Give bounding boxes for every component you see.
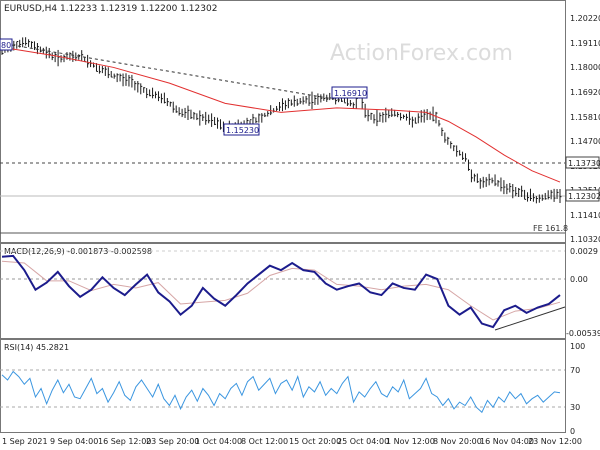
last-price-label-box <box>565 189 600 202</box>
macd-ytick: -0.005396 <box>566 329 600 338</box>
price-ytick: 1.10320 <box>570 235 600 244</box>
annotation-left-box <box>0 38 13 51</box>
x-tick-label: 16 Sep 12:00 <box>98 437 151 446</box>
price-ytick: 1.11410 <box>570 211 600 220</box>
x-tick-label: 23 Nov 12:00 <box>528 437 582 446</box>
annotation-low-box <box>223 123 260 136</box>
macd-title: MACD(12,26,9) -0.001873 -0.002598 <box>4 247 152 256</box>
annotation-high-label: 1.16910 <box>334 89 367 98</box>
x-tick-label: 1 Sep 2021 <box>2 437 48 446</box>
macd-ytick: 0.00 <box>570 275 588 284</box>
macd-panel-frame <box>0 243 566 339</box>
x-tick-label: 8 Nov 20:00 <box>433 437 482 446</box>
rsi-ytick: 100 <box>570 342 585 351</box>
price-ytick: 1.15810 <box>570 113 600 122</box>
annotation-low: 1.15230 <box>223 123 260 136</box>
annotation-low-label: 1.15230 <box>226 126 259 135</box>
x-tick-label: 25 Oct 04:00 <box>337 437 389 446</box>
price-panel-frame <box>0 0 566 243</box>
annotation-left: 80 <box>0 38 13 51</box>
x-tick-label: 15 Oct 20:00 <box>289 437 341 446</box>
macd-ytick: 0.0029 <box>570 247 598 256</box>
x-tick-label: 8 Oct 12:00 <box>241 437 288 446</box>
macd-line <box>1 254 561 329</box>
sma-line <box>1 46 561 183</box>
last-price-label: 1.12302 <box>568 192 600 201</box>
x-tick-label: 1 Nov 12:00 <box>386 437 435 446</box>
macd-trendline <box>494 306 566 331</box>
rsi-title: RSI(14) 45.2821 <box>4 343 69 352</box>
rsi-line <box>1 370 561 414</box>
rsi-ytick: 0 <box>570 427 575 436</box>
price-ytick: 1.18000 <box>570 63 600 72</box>
price-ytick: 1.14700 <box>570 137 600 146</box>
x-axis: 1 Sep 2021 9 Sep 04:00 16 Sep 12:00 23 S… <box>2 437 582 446</box>
rsi-panel-frame <box>0 339 566 433</box>
x-tick-label: 1 Oct 04:00 <box>195 437 242 446</box>
annotation-high: 1.16910 <box>331 86 368 99</box>
price-ytick: 1.20220 <box>570 14 600 23</box>
annotation-high-box <box>331 86 368 99</box>
watermark: ActionForex.com <box>330 41 513 66</box>
resistance-label: 1.13730 <box>568 159 600 168</box>
rsi-ytick: 30 <box>570 403 580 412</box>
fe-label: FE 161.8 <box>533 224 568 233</box>
x-tick-label: 9 Sep 04:00 <box>50 437 98 446</box>
price-title: EURUSD,H4 1.12233 1.12319 1.12200 1.1230… <box>4 4 217 14</box>
annotation-left-label: 80 <box>1 41 11 50</box>
x-tick-label: 16 Nov 04:00 <box>480 437 534 446</box>
price-ytick: 1.19110 <box>570 39 600 48</box>
price-yticks: 1.20220 1.19110 1.18000 1.16920 1.15810 … <box>570 14 600 244</box>
rsi-ytick: 70 <box>570 366 580 375</box>
x-tick-label: 23 Sep 20:00 <box>146 437 199 446</box>
resistance-label-box <box>565 156 600 169</box>
price-trendline <box>11 44 341 101</box>
price-ytick: 1.16920 <box>570 88 600 97</box>
macd-signal-line <box>1 260 561 321</box>
